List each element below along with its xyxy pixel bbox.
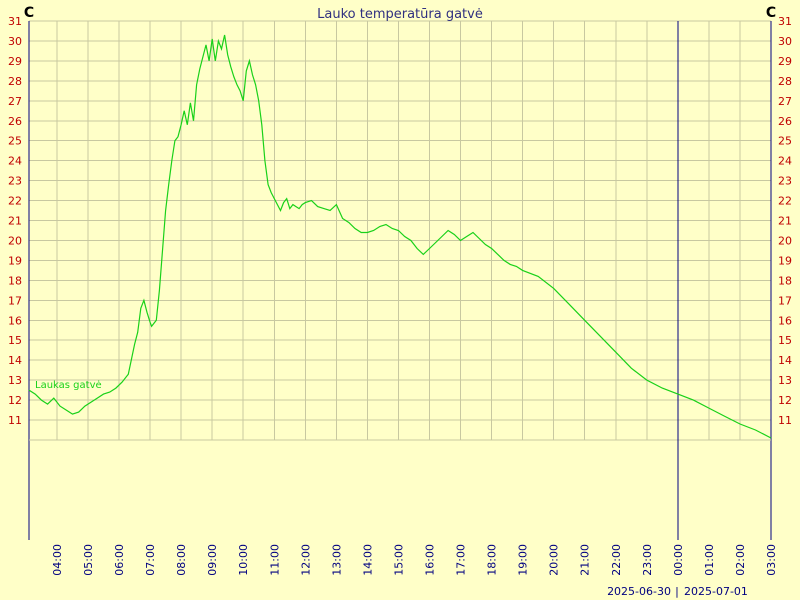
x-tick-1000: 10:00 xyxy=(237,544,250,576)
x-tick-1500: 15:00 xyxy=(392,544,405,576)
x-tick-1200: 12:00 xyxy=(299,544,312,576)
y-tick-left-25: 25 xyxy=(8,135,22,148)
x-tick-1600: 16:00 xyxy=(423,544,436,576)
y-tick-left-27: 27 xyxy=(8,95,22,108)
y-tick-right-16: 16 xyxy=(778,314,792,327)
y-tick-left-14: 14 xyxy=(8,354,22,367)
y-tick-left-23: 23 xyxy=(8,175,22,188)
y-tick-left-24: 24 xyxy=(8,155,22,168)
axis-lines xyxy=(28,21,772,540)
y-tick-left-29: 29 xyxy=(8,55,22,68)
x-tick-0600: 06:00 xyxy=(113,544,126,576)
x-tick-1700: 17:00 xyxy=(455,544,468,576)
y-tick-left-11: 11 xyxy=(8,414,22,427)
x-tick-1300: 13:00 xyxy=(330,544,343,576)
y-tick-right-23: 23 xyxy=(778,175,792,188)
y-tick-right-17: 17 xyxy=(778,294,792,307)
y-tick-right-22: 22 xyxy=(778,195,792,208)
x-tick-0100: 01:00 xyxy=(703,544,716,576)
date-left: 2025-06-30 xyxy=(607,585,671,598)
y-tick-left-30: 30 xyxy=(8,35,22,48)
y-axis-unit-left: C xyxy=(24,5,34,21)
date-separator: | xyxy=(675,585,679,598)
y-axis-unit-right: C xyxy=(766,5,776,21)
y-tick-left-17: 17 xyxy=(8,294,22,307)
y-tick-right-11: 11 xyxy=(778,414,792,427)
y-tick-right-15: 15 xyxy=(778,334,792,347)
y-tick-left-18: 18 xyxy=(8,274,22,287)
x-tick-0300: 03:00 xyxy=(765,544,778,576)
x-tick-2000: 20:00 xyxy=(548,544,561,576)
y-tick-left-28: 28 xyxy=(8,75,22,88)
x-tick-labels: 04:00 05:00 06:00 07:00 08:00 09:00 10:00 11:00… xyxy=(51,544,778,576)
y-tick-right-28: 28 xyxy=(778,75,792,88)
y-tick-left-13: 13 xyxy=(8,374,22,387)
x-tick-1900: 19:00 xyxy=(517,544,530,576)
y-tick-left-12: 12 xyxy=(8,394,22,407)
y-tick-right-29: 29 xyxy=(778,55,792,68)
y-tick-right-13: 13 xyxy=(778,374,792,387)
y-tick-right-19: 19 xyxy=(778,254,792,267)
x-tick-0700: 07:00 xyxy=(144,544,157,576)
y-tick-right-31: 31 xyxy=(778,15,792,28)
legend-label: Laukas gatvė xyxy=(35,380,102,391)
x-tick-0500: 05:00 xyxy=(82,544,95,576)
x-tick-1100: 11:00 xyxy=(268,544,281,576)
y-tick-right-12: 12 xyxy=(778,394,792,407)
x-tick-0900: 09:00 xyxy=(206,544,219,576)
series-line-laukas-gatve xyxy=(28,34,772,439)
x-tick-1400: 14:00 xyxy=(361,544,374,576)
y-tick-left-20: 20 xyxy=(8,234,22,247)
y-tick-right-30: 30 xyxy=(778,35,792,48)
x-tick-2300: 23:00 xyxy=(641,544,654,576)
y-tick-labels: 11 11 12 12 13 13 14 14 15 15 16 16 17 17 18 18 19 19 20 20… xyxy=(8,15,792,427)
x-tick-0000: 00:00 xyxy=(672,544,685,576)
x-tick-0200: 02:00 xyxy=(734,544,747,576)
y-tick-right-27: 27 xyxy=(778,95,792,108)
x-tick-2200: 22:00 xyxy=(610,544,623,576)
y-tick-right-20: 20 xyxy=(778,234,792,247)
grid-layer xyxy=(29,20,772,440)
x-tick-1800: 18:00 xyxy=(486,544,499,576)
y-tick-right-21: 21 xyxy=(778,215,792,228)
y-tick-right-24: 24 xyxy=(778,155,792,168)
y-tick-left-16: 16 xyxy=(8,314,22,327)
x-tick-2100: 21:00 xyxy=(579,544,592,576)
y-tick-left-31: 31 xyxy=(8,15,22,28)
y-tick-left-15: 15 xyxy=(8,334,22,347)
y-tick-left-21: 21 xyxy=(8,215,22,228)
y-tick-left-22: 22 xyxy=(8,195,22,208)
y-tick-right-14: 14 xyxy=(778,354,792,367)
y-tick-right-26: 26 xyxy=(778,115,792,128)
y-tick-right-18: 18 xyxy=(778,274,792,287)
chart-title: Lauko temperatūra gatvė xyxy=(317,7,483,22)
y-tick-left-26: 26 xyxy=(8,115,22,128)
x-tick-0800: 08:00 xyxy=(175,544,188,576)
y-tick-right-25: 25 xyxy=(778,135,792,148)
date-right: 2025-07-01 xyxy=(684,585,748,598)
y-tick-left-19: 19 xyxy=(8,254,22,267)
x-tick-0400: 04:00 xyxy=(51,544,64,576)
